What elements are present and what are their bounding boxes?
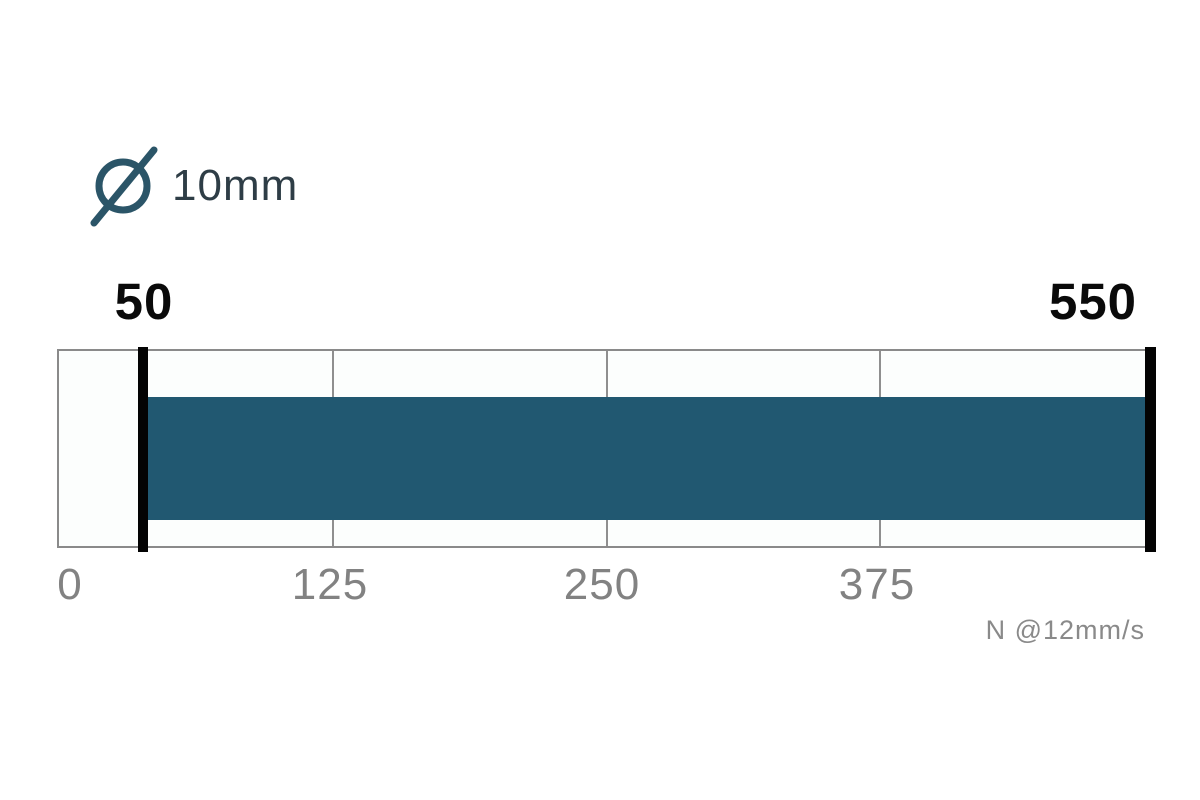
axis-tick-125: 125 xyxy=(291,560,369,609)
axis-unit-label: N @12mm/s xyxy=(985,615,1145,645)
range-max-label: 550 xyxy=(1048,273,1138,330)
max-marker xyxy=(1145,347,1156,552)
axis-tick-0: 0 xyxy=(57,560,83,609)
diameter-icon xyxy=(90,146,158,227)
diameter-value-label: 10mm xyxy=(172,161,299,210)
min-marker xyxy=(138,347,148,552)
diameter-label-group: 10mm xyxy=(90,142,298,230)
axis-tick-250: 250 xyxy=(563,560,641,609)
range-min-label: 50 xyxy=(114,273,174,330)
axis-tick-375: 375 xyxy=(838,560,916,609)
range-bar xyxy=(148,397,1145,520)
